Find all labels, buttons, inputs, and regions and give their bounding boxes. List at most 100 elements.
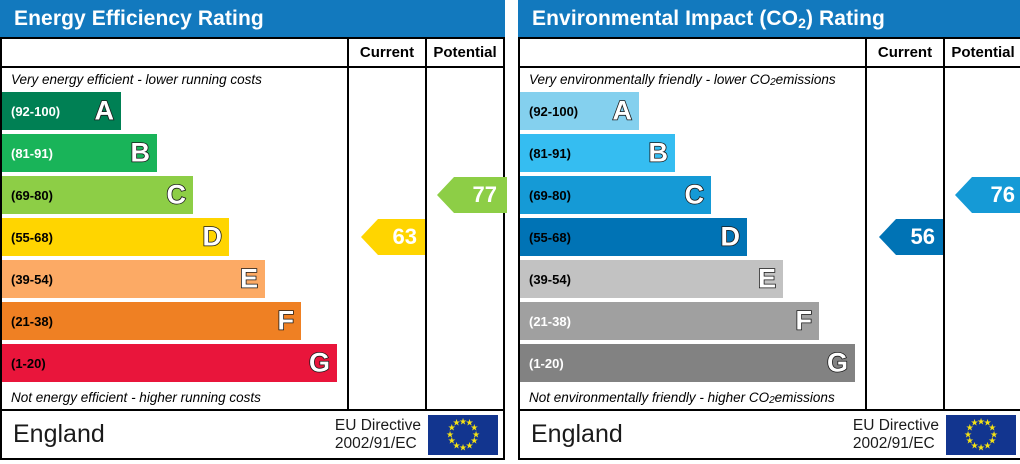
panel-environmental-impact: Environmental Impact (CO 2) Rating Current… (518, 0, 1020, 464)
eu-star: ★ (452, 440, 461, 451)
band-range-c: (69-80) (11, 187, 53, 203)
band-letter-c: C (166, 179, 187, 210)
band-range-g: (1-20) (529, 355, 564, 371)
panel-title-text-end: ) Rating (806, 6, 885, 30)
table-body: Very environmentally friendly - lower CO… (520, 68, 1020, 409)
header-current: Current (865, 39, 943, 66)
caption-top-text-end: emissions (775, 72, 836, 87)
caption-top: Very energy efficient - lower running co… (2, 68, 347, 91)
eu-star: ★ (445, 429, 455, 439)
table-header: Current Potential (2, 39, 503, 68)
bars-area: (92-100) A (81-91) B (69-80) C (55-68) D (39-54)… (2, 91, 347, 385)
eu-star: ★ (471, 429, 481, 439)
eu-star: ★ (447, 435, 456, 446)
caption-top-text: Very energy efficient - lower running co… (11, 72, 262, 87)
band-range-d: (55-68) (11, 229, 53, 245)
band-letter-g: G (308, 347, 331, 378)
band-row-e: (39-54) E (520, 260, 783, 298)
panel-title: Energy Efficiency Rating (0, 0, 505, 37)
band-row-g: (1-20) G (520, 344, 855, 382)
band-letter-a: A (612, 95, 633, 126)
band-row-e: (39-54) E (2, 260, 265, 298)
header-blank-cell (520, 39, 865, 66)
band-row-c: (69-80) C (520, 176, 711, 214)
eu-star: ★ (447, 422, 456, 433)
eu-directive-line2: 2002/91/EC (852, 434, 935, 452)
eu-star: ★ (976, 442, 986, 452)
caption-top: Very environmentally friendly - lower CO… (520, 68, 865, 91)
eu-star: ★ (465, 417, 474, 428)
potential-rating-arrow: 77 (437, 177, 507, 213)
current-rating-arrow: 63 (361, 219, 427, 255)
header-current: Current (347, 39, 425, 66)
band-letter-d: D (720, 221, 741, 252)
eu-directive-text: EU Directive 2002/91/EC (335, 417, 421, 452)
band-range-c: (69-80) (529, 187, 571, 203)
caption-bottom-text-end: emissions (774, 389, 835, 405)
header-potential: Potential (425, 39, 503, 66)
current-rating-value: 56 (910, 224, 935, 249)
band-row-f: (21-38) F (2, 302, 301, 340)
header-blank-cell (2, 39, 347, 66)
band-row-g: (1-20) G (2, 344, 337, 382)
eu-star: ★ (470, 435, 479, 446)
band-letter-b: B (648, 137, 669, 168)
band-range-e: (39-54) (11, 271, 53, 287)
band-range-f: (21-38) (529, 313, 571, 329)
panel-title-text: Environmental Impact (CO (532, 6, 799, 30)
band-row-d: (55-68) D (520, 218, 747, 256)
band-letter-d: D (202, 221, 223, 252)
caption-bottom-text: Not energy efficient - higher running co… (11, 389, 261, 405)
band-letter-c: C (684, 179, 705, 210)
header-potential: Potential (943, 39, 1020, 66)
eu-star: ★ (970, 440, 979, 451)
caption-bottom-subscript: 2 (769, 394, 775, 406)
eu-star: ★ (983, 440, 992, 451)
panel-title: Environmental Impact (CO 2) Rating (518, 0, 1020, 37)
table-body: Very energy efficient - lower running co… (2, 68, 507, 409)
current-value-cell: 63 (347, 68, 427, 409)
band-range-a: (92-100) (529, 103, 579, 119)
band-row-a: (92-100) A (2, 92, 121, 130)
panel-title-text: Energy Efficiency Rating (14, 6, 264, 30)
band-letter-e: E (239, 263, 259, 294)
eu-star: ★ (963, 429, 973, 439)
current-rating-arrow: 56 (879, 219, 945, 255)
band-range-b: (81-91) (11, 145, 53, 161)
potential-value-cell: 76 (943, 68, 1020, 409)
potential-rating-value: 77 (472, 182, 497, 207)
footer-country: England (531, 420, 623, 448)
panel-energy-efficiency: Energy Efficiency Rating Current Potential… (0, 0, 507, 464)
eu-star: ★ (988, 435, 997, 446)
eu-directive-line1: EU Directive (852, 417, 939, 435)
eu-star: ★ (983, 417, 992, 428)
eu-flag-icon: ★ ★ ★ ★ ★ ★ ★ ★ ★ ★ ★ ★ (428, 414, 498, 455)
footer-country: England (13, 420, 105, 448)
footer-directive-group: EU Directive 2002/91/EC ★ ★ ★ ★ ★ ★ ★ ★ ★ ★ ★ ★ (853, 414, 1016, 455)
footer-directive-group: EU Directive 2002/91/EC ★ ★ ★ ★ ★ ★ ★ ★ ★ ★ ★ ★ (335, 414, 498, 455)
band-row-d: (55-68) D (2, 218, 229, 256)
eu-star: ★ (458, 416, 468, 426)
footer: England EU Directive 2002/91/EC ★ ★ ★ ★ ★ ★ ★ ★ ★ ★ ★… (518, 411, 1020, 460)
eu-star: ★ (465, 440, 474, 451)
eu-directive-text: EU Directive 2002/91/EC (853, 417, 939, 452)
band-row-c: (69-80) C (2, 176, 193, 214)
eu-star: ★ (452, 417, 461, 428)
potential-value-cell: 77 (425, 68, 507, 409)
current-rating-value: 63 (392, 224, 417, 249)
bands-column: Very energy efficient - lower running co… (2, 68, 347, 409)
eu-star: ★ (988, 422, 997, 433)
potential-rating-value: 76 (990, 182, 1015, 207)
band-range-b: (81-91) (529, 145, 571, 161)
panel-title-subscript: 2 (798, 14, 807, 31)
band-letter-a: A (94, 95, 115, 126)
caption-bottom: Not energy efficient - higher running co… (2, 385, 347, 409)
band-range-d: (55-68) (529, 229, 571, 245)
eu-star: ★ (965, 435, 974, 446)
band-letter-e: E (757, 263, 777, 294)
eu-star: ★ (989, 429, 999, 439)
band-range-g: (1-20) (11, 355, 46, 371)
footer: England EU Directive 2002/91/EC ★ ★ ★ ★ ★ ★ ★ ★ ★ ★ ★… (0, 411, 505, 460)
band-letter-f: F (277, 305, 295, 336)
